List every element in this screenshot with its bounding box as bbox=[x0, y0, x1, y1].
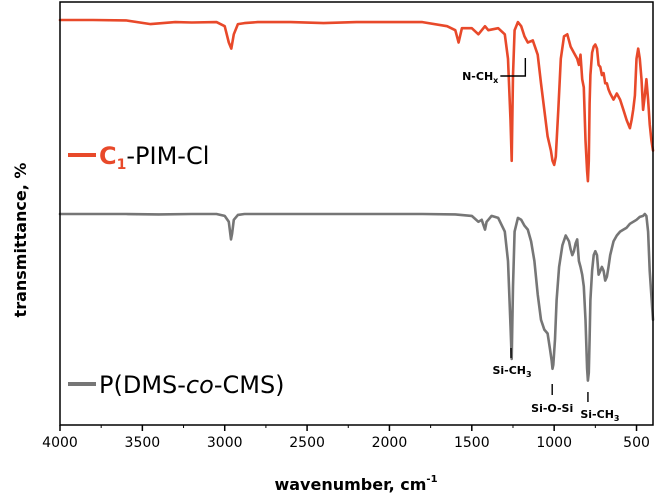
x-tick-label-2500: 2500 bbox=[289, 435, 325, 451]
x-tick-label-2000: 2000 bbox=[372, 435, 408, 451]
svg-text:C1-PIM-Cl: C1-PIM-Cl bbox=[99, 142, 209, 173]
annotation-label-3: Si-CH3 bbox=[580, 408, 619, 423]
x-tick-label-4000: 4000 bbox=[42, 435, 78, 451]
series-line-p-dms-co-cms bbox=[58, 212, 655, 382]
annotation-label-sub-0: x bbox=[493, 76, 499, 85]
annotation-label-0: N-CHx bbox=[462, 70, 499, 85]
x-axis-title-superscript: -1 bbox=[426, 474, 437, 485]
legend-label-c1-rest: -PIM-Cl bbox=[126, 142, 209, 170]
x-tick-label-3500: 3500 bbox=[125, 435, 161, 451]
x-axis-title: wavenumber, cm-1 bbox=[274, 474, 437, 494]
x-tick-label-500: 500 bbox=[623, 435, 650, 451]
annotation-label-2: Si-O-Si bbox=[531, 402, 573, 415]
legend-label-pdms-main: P(DMS- bbox=[99, 371, 186, 399]
spectra-group bbox=[58, 18, 655, 382]
series-line-c1-pim-cl bbox=[58, 18, 655, 183]
y-axis-title: transmittance, % bbox=[11, 163, 30, 318]
legend-item-p-dms-co-cms: P(DMS-co-CMS) bbox=[68, 371, 285, 399]
svg-text:P(DMS-co-CMS): P(DMS-co-CMS) bbox=[99, 371, 285, 399]
annotation-bracket-n-chx bbox=[500, 58, 527, 77]
x-tick-label-1000: 1000 bbox=[536, 435, 572, 451]
x-axis: 4000 3500 3000 2500 2000 1500 1000 500 bbox=[42, 425, 650, 451]
annotation-label-main-3: Si-CH bbox=[580, 408, 614, 421]
annotation-label-main-0: N-CH bbox=[462, 70, 493, 83]
annotation-label-main-2: Si-O-Si bbox=[531, 402, 573, 415]
x-tick-label-3000: 3000 bbox=[207, 435, 243, 451]
legend-label-c1-main: C bbox=[99, 142, 117, 170]
legend-label-pdms-italic: co bbox=[186, 371, 214, 399]
x-tick-label-1500: 1500 bbox=[454, 435, 490, 451]
annotation-label-sub-3: 3 bbox=[614, 414, 620, 423]
legend-label-c1-subscript: 1 bbox=[117, 157, 127, 173]
annotation-label-1: Si-CH3 bbox=[492, 364, 531, 379]
annotation-label-main-1: Si-CH bbox=[492, 364, 526, 377]
annotation-label-sub-1: 3 bbox=[526, 370, 532, 379]
legend-item-c1-pim-cl: C1-PIM-Cl bbox=[68, 142, 209, 173]
legend-label-pdms-rest: -CMS) bbox=[214, 371, 285, 399]
x-axis-title-main: wavenumber, cm bbox=[274, 475, 426, 494]
plot-frame bbox=[59, 1, 654, 426]
